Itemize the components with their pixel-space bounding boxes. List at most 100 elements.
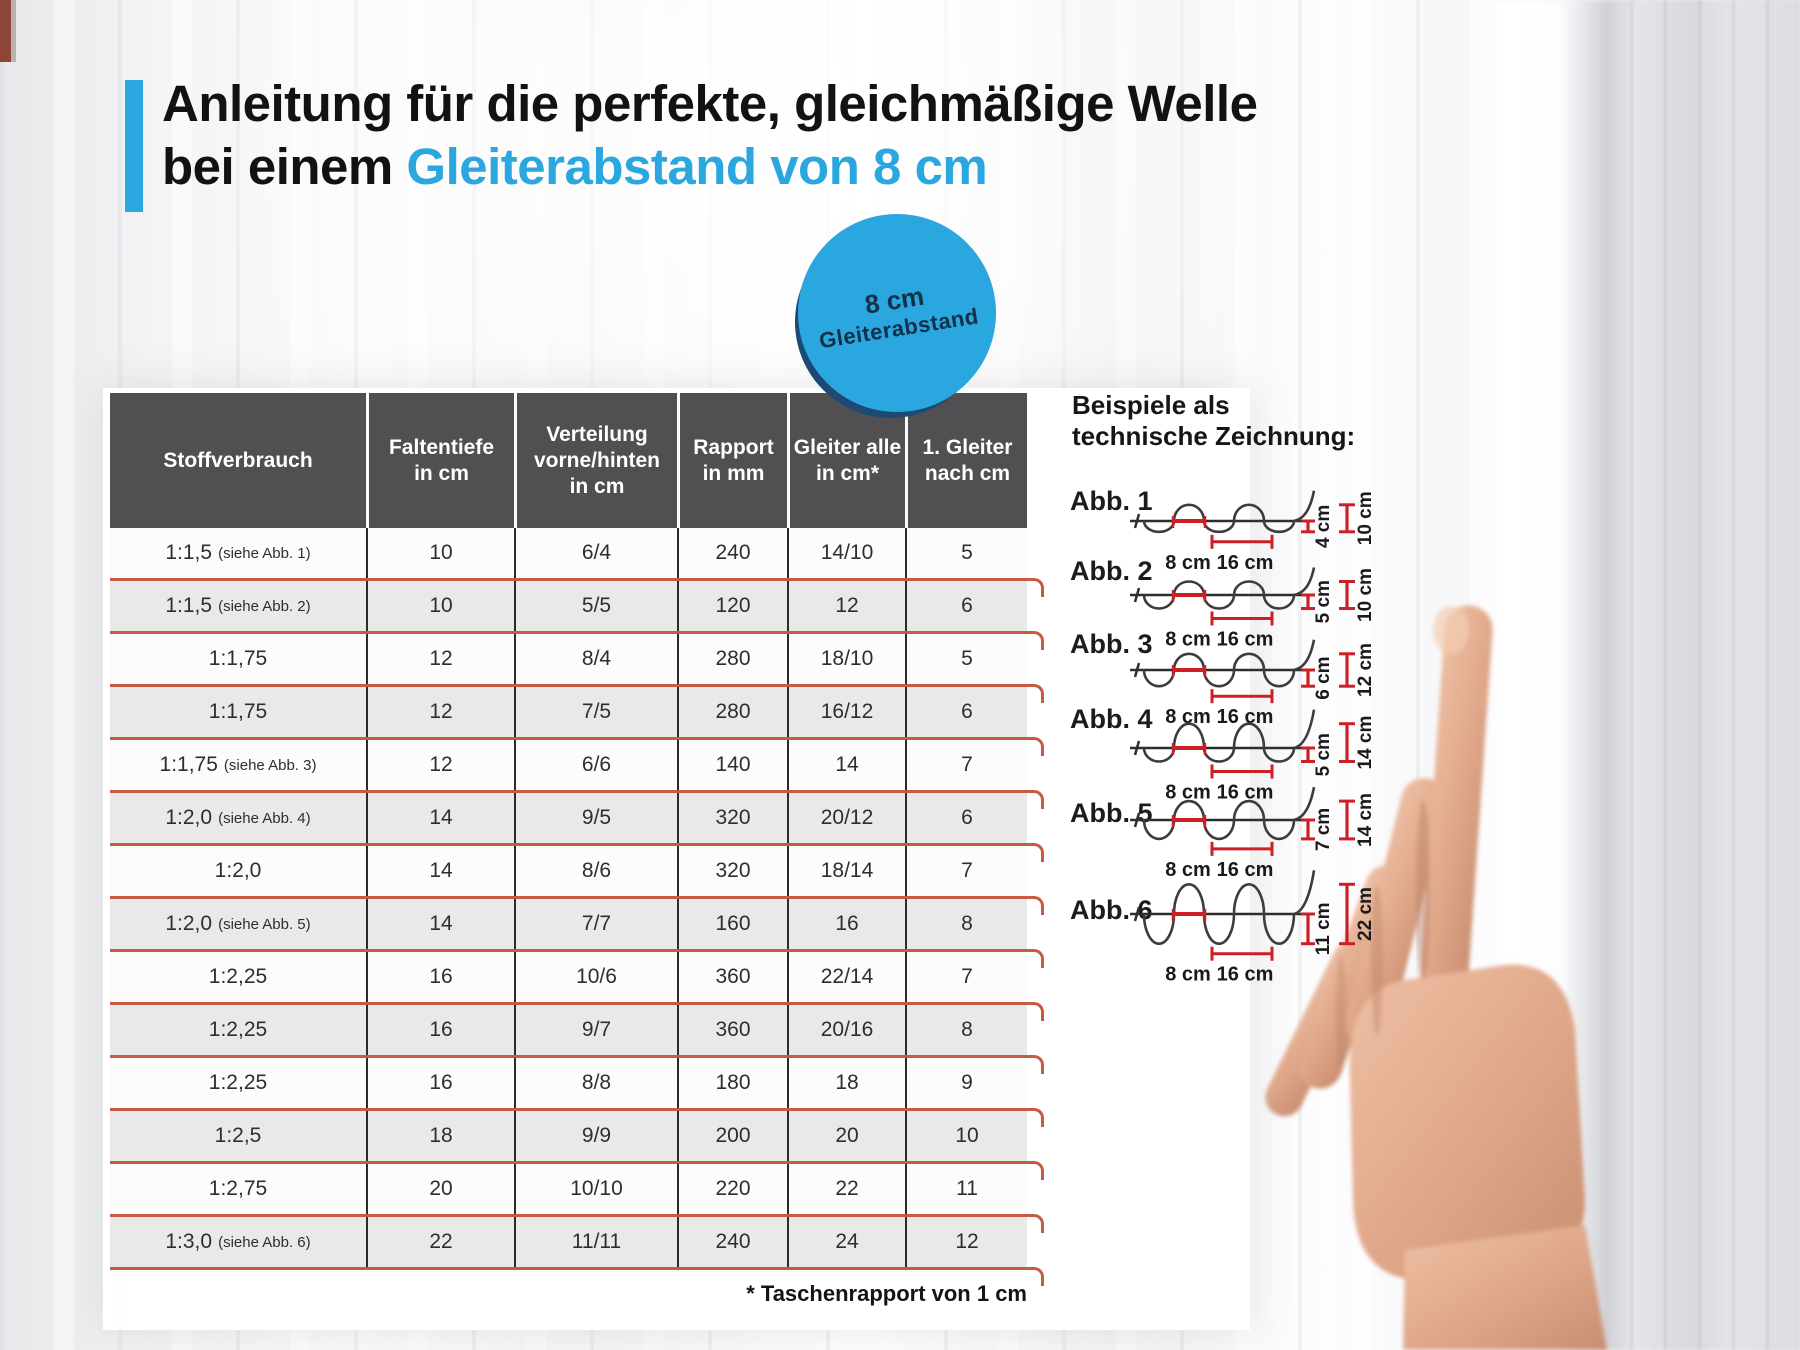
outer-measure-label: 14 cm xyxy=(1355,793,1376,847)
cell-gleiter-alle: 20 xyxy=(787,1111,905,1161)
cell-rapport: 180 xyxy=(677,1058,787,1108)
cell-erster-gleiter: 8 xyxy=(905,899,1027,949)
table-header-cell-5: 1. Gleiter nach cm xyxy=(905,393,1027,528)
header-line: Rapport xyxy=(693,435,774,459)
base-span-label: 8 cm xyxy=(1165,859,1211,881)
wave-curve xyxy=(1142,786,1316,841)
outer-measure-label: 22 cm xyxy=(1355,887,1376,941)
cell-gleiter-alle: 18 xyxy=(787,1058,905,1108)
curtain-right-fold xyxy=(1630,0,1800,1350)
cell-gleiter-alle: 20/16 xyxy=(787,1005,905,1055)
abb-reference-note: (siehe Abb. 5) xyxy=(218,915,311,933)
cell-rapport: 320 xyxy=(677,846,787,896)
ratio-value: 1:2,75 xyxy=(208,1177,268,1200)
table-header-cell-3: Rapport in mm xyxy=(677,393,787,528)
header-line: in cm* xyxy=(815,461,880,485)
cell-faltentiefe: 12 xyxy=(366,687,514,737)
abb-label-2: Abb. 2 xyxy=(1070,556,1153,586)
inner-measure-label: 5 cm xyxy=(1313,580,1334,623)
baseline-tick xyxy=(1133,587,1141,603)
cell-gleiter-alle: 18/10 xyxy=(787,634,905,684)
table-row: 1:2,0 (siehe Abb. 5) 14 7/7 160 16 8 xyxy=(110,899,1027,952)
header-line: Faltentiefe xyxy=(388,435,495,459)
wave-curve xyxy=(1142,870,1316,945)
cell-stoffverbrauch: 1:2,25 xyxy=(110,1005,366,1055)
wave-diagram-3: 8 cm 16 cm 6 cm 12 cm xyxy=(1130,639,1376,728)
cell-faltentiefe: 14 xyxy=(366,899,514,949)
cell-erster-gleiter: 5 xyxy=(905,528,1027,578)
cell-faltentiefe: 12 xyxy=(366,740,514,790)
row-separator-hook xyxy=(1026,1055,1044,1074)
finger-shadow xyxy=(1416,800,1430,980)
cell-rapport: 140 xyxy=(677,740,787,790)
ratio-value: 1:1,75 xyxy=(208,647,268,670)
cell-erster-gleiter: 10 xyxy=(905,1111,1027,1161)
cell-verteilung: 8/4 xyxy=(514,634,677,684)
cell-verteilung: 10/10 xyxy=(514,1164,677,1214)
ratio-value: 1:2,25 xyxy=(208,1071,268,1094)
row-separator-hook xyxy=(1026,790,1044,809)
header-line: Verteilung xyxy=(546,422,648,446)
inner-measure-label: 5 cm xyxy=(1313,733,1334,776)
title-line2-highlight: Gleiterabstand von 8 cm xyxy=(406,138,988,195)
cell-faltentiefe: 14 xyxy=(366,846,514,896)
cell-erster-gleiter: 11 xyxy=(905,1164,1027,1214)
outer-measure-label: 10 cm xyxy=(1355,568,1376,622)
ratio-value: 1:1,75 xyxy=(208,700,268,723)
table-row: 1:2,0 (siehe Abb. 4) 14 9/5 320 20/12 6 xyxy=(110,793,1027,846)
row-separator-hook xyxy=(1026,1161,1044,1180)
cell-gleiter-alle: 16 xyxy=(787,899,905,949)
cell-verteilung: 10/6 xyxy=(514,952,677,1002)
base-span-label: 8 cm xyxy=(1165,782,1211,804)
cell-verteilung: 8/8 xyxy=(514,1058,677,1108)
cell-gleiter-alle: 20/12 xyxy=(787,793,905,843)
cell-faltentiefe: 10 xyxy=(366,581,514,631)
cell-verteilung: 6/4 xyxy=(514,528,677,578)
row-separator-hook xyxy=(1026,578,1044,597)
table-body: 1:1,5 (siehe Abb. 1) 10 6/4 240 14/10 5 1:1,5 (s… xyxy=(110,528,1027,1270)
outer-measure-label: 12 cm xyxy=(1355,643,1376,697)
table-header-row: Stoffverbrauch Faltentiefe in cm Verteilung… xyxy=(110,393,1027,528)
title-line1: Anleitung für die perfekte, gleichmäßige… xyxy=(162,75,1258,132)
finger-shadow xyxy=(1371,885,1383,1035)
title-line2: bei einem Gleiterabstand von 8 cm xyxy=(162,135,1412,198)
table-row: 1:2,0 14 8/6 320 18/14 7 xyxy=(110,846,1027,899)
table-row: 1:2,5 18 9/9 200 20 10 xyxy=(110,1111,1027,1164)
cell-stoffverbrauch: 1:2,5 xyxy=(110,1111,366,1161)
row-separator-hook xyxy=(1026,949,1044,968)
table-header-cell-1: Faltentiefe in cm xyxy=(366,393,514,528)
table-row: 1:1,5 (siehe Abb. 2) 10 5/5 120 12 6 xyxy=(110,581,1027,634)
cell-faltentiefe: 22 xyxy=(366,1217,514,1267)
cell-erster-gleiter: 7 xyxy=(905,952,1027,1002)
cell-gleiter-alle: 14 xyxy=(787,740,905,790)
cell-faltentiefe: 18 xyxy=(366,1111,514,1161)
examples-heading-line1: Beispiele als xyxy=(1072,390,1230,420)
wave-diagram-1: 8 cm 16 cm 4 cm 10 cm xyxy=(1130,490,1376,574)
row-separator-hook xyxy=(1026,684,1044,703)
cell-verteilung: 9/5 xyxy=(514,793,677,843)
row-separator-hook xyxy=(1026,631,1044,650)
cell-gleiter-alle: 12 xyxy=(787,581,905,631)
ratio-value: 1:2,0 xyxy=(165,912,213,935)
abb-label-1: Abb. 1 xyxy=(1070,486,1153,516)
cell-verteilung: 9/9 xyxy=(514,1111,677,1161)
wrist xyxy=(1403,1225,1607,1350)
row-separator-hook xyxy=(1026,1267,1044,1286)
header-line: in cm xyxy=(569,474,625,498)
header-line: nach cm xyxy=(924,461,1011,485)
abb-reference-note: (siehe Abb. 3) xyxy=(223,756,317,774)
period-span-label: 16 cm xyxy=(1217,859,1274,881)
cell-rapport: 280 xyxy=(677,634,787,684)
cell-gleiter-alle: 18/14 xyxy=(787,846,905,896)
cell-rapport: 240 xyxy=(677,1217,787,1267)
cell-faltentiefe: 14 xyxy=(366,793,514,843)
cell-verteilung: 5/5 xyxy=(514,581,677,631)
fingertip-highlight xyxy=(1433,606,1469,654)
table-row: 1:3,0 (siehe Abb. 6) 22 11/11 240 24 12 xyxy=(110,1217,1027,1270)
header-line: in mm xyxy=(702,461,765,485)
ratio-value: 1:2,0 xyxy=(165,806,213,829)
cell-verteilung: 7/7 xyxy=(514,899,677,949)
header-line: vorne/hinten xyxy=(533,448,660,472)
examples-heading: Beispiele als technische Zeichnung: xyxy=(1072,390,1355,452)
